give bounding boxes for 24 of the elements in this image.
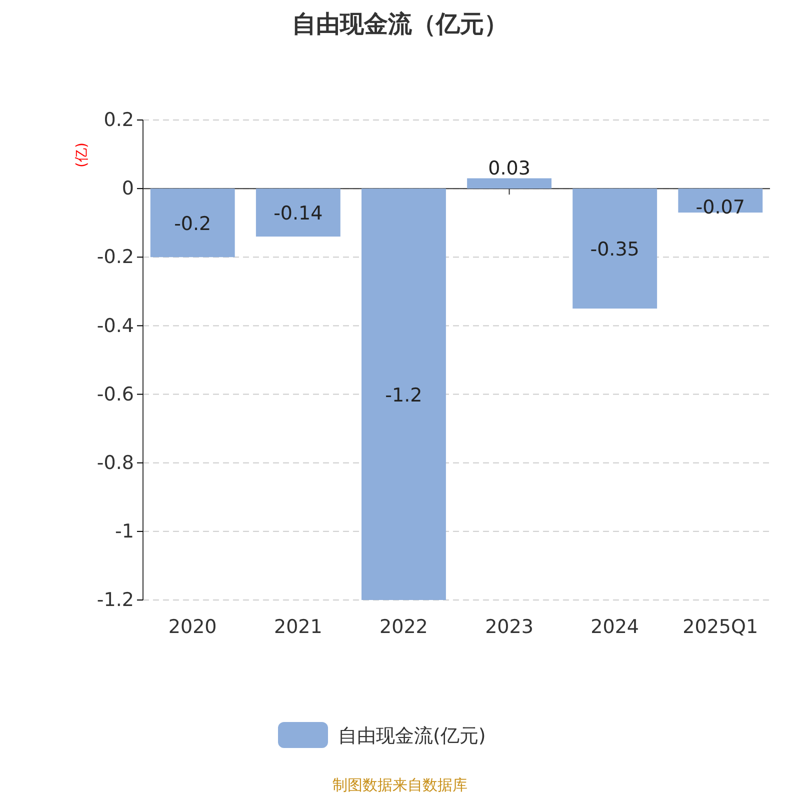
- text: 制图数据来自数据库: [332, 776, 468, 794]
- x-tick-label: 2020: [168, 616, 217, 638]
- x-tick-label: 2024: [590, 616, 640, 638]
- data-label: -0.14: [274, 202, 323, 225]
- chart-title: 自由现金流（亿元）: [292, 10, 508, 38]
- y-axis-title: (亿): [74, 142, 90, 168]
- x-tick-label: 2023: [485, 616, 534, 638]
- data-label: 0.03: [488, 157, 530, 180]
- y-tick-label: 0: [122, 178, 134, 200]
- y-tick-label: 0.2: [104, 109, 134, 132]
- y-tick-label: -0.8: [96, 452, 134, 474]
- x-tick-label: 2025Q1: [682, 616, 758, 638]
- x-tick-label: 2022: [380, 616, 428, 638]
- data-label: -0.35: [590, 238, 640, 261]
- x-tick-label: 2021: [274, 616, 322, 638]
- data-label: -0.07: [696, 196, 745, 219]
- y-tick-label: -0.2: [96, 246, 134, 268]
- legend-label: 自由现金流(亿元): [338, 725, 486, 747]
- data-label: -0.2: [174, 212, 212, 235]
- y-tick-label: -0.4: [96, 314, 134, 337]
- y-tick-label: -1.2: [96, 589, 134, 612]
- y-tick-label: -0.6: [96, 383, 134, 406]
- data-label: -1.2: [385, 384, 422, 406]
- y-tick-label: -1: [115, 520, 134, 543]
